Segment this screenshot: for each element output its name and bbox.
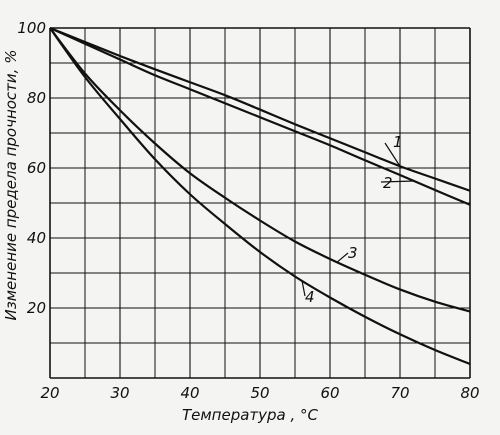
series-leader-4 <box>301 280 306 297</box>
y-tick-label: 100 <box>17 19 46 37</box>
series-leader-3 <box>336 252 349 263</box>
series-leader-2 <box>380 180 415 183</box>
y-tick-label: 80 <box>27 89 46 107</box>
x-axis-label: Температура , °С <box>182 406 319 424</box>
x-tick-label: 50 <box>250 384 269 402</box>
series-labels: 1 2 3 4 <box>301 133 415 306</box>
series-leader-1 <box>384 142 401 167</box>
x-tick-label: 30 <box>110 384 129 402</box>
x-tick-label: 20 <box>40 384 59 402</box>
x-tick-label: 60 <box>320 384 339 402</box>
y-tick-label: 60 <box>27 159 46 177</box>
tick-labels: 20 30 40 50 60 70 80 20 40 60 80 100 <box>17 19 479 402</box>
series-label-1: 1 <box>393 133 403 151</box>
series-label-2: 2 <box>383 174 393 192</box>
series-label-4: 4 <box>305 288 315 306</box>
series-label-3: 3 <box>348 244 358 262</box>
y-tick-label: 40 <box>27 229 46 247</box>
series-line-4 <box>49 27 471 366</box>
x-tick-label: 40 <box>180 384 199 402</box>
y-axis-label: Изменение предела прочности, % <box>2 50 20 321</box>
y-tick-label: 20 <box>27 299 46 317</box>
x-tick-label: 80 <box>460 384 479 402</box>
series-line-2 <box>49 26 471 206</box>
grid <box>49 27 471 379</box>
series-line-3 <box>49 27 471 313</box>
x-tick-label: 70 <box>390 384 409 402</box>
